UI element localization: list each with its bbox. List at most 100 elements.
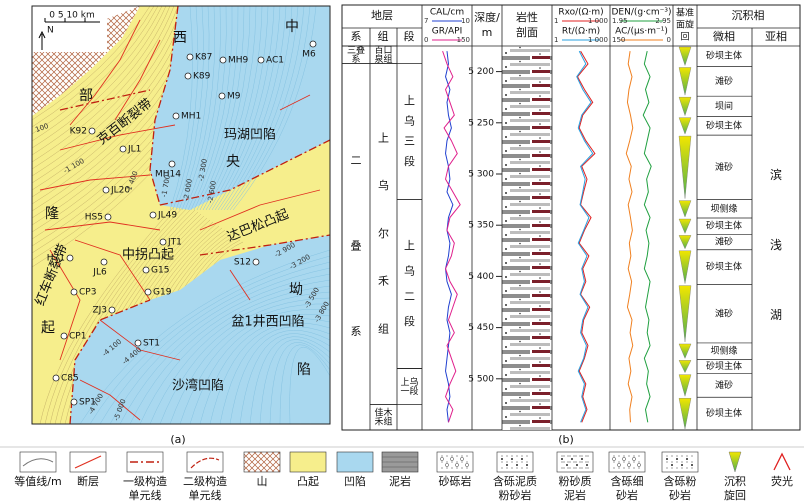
legend-label: 荧光 (771, 474, 793, 488)
cycle-triangle (678, 250, 692, 284)
well (102, 186, 110, 194)
legend-symbol (627, 463, 631, 467)
contour-line (169, 303, 330, 424)
header: 组 (378, 29, 389, 43)
contour-line (209, 322, 330, 424)
north-label: N (47, 26, 54, 36)
interval-label: 佳木禾组 (374, 406, 392, 427)
curve-name: AC/(μs·m⁻¹) (615, 27, 668, 37)
well (159, 238, 167, 246)
well-label: JL1 (127, 145, 141, 155)
log-curve (625, 51, 634, 423)
contour-line (189, 313, 330, 424)
facies-label: 砂坝主体 (706, 119, 742, 131)
depth-label: 5 200 (468, 67, 494, 77)
contour-line (202, 6, 257, 211)
curve-name: Rt/(Ω·m) (562, 27, 600, 37)
legend-label: 砂岩 (616, 488, 638, 502)
header: 微相 (713, 29, 735, 43)
contour-line (259, 339, 330, 424)
contour-line (193, 6, 239, 211)
legend-symbol (450, 457, 454, 461)
contour-line (196, 6, 245, 211)
legend-label: 凸起 (297, 475, 319, 488)
scale-label: 150 (612, 36, 625, 44)
depression (70, 235, 330, 424)
legend-symbol (728, 451, 742, 473)
contour-line (32, 6, 163, 142)
scale-box (32, 6, 107, 52)
legend-label: 一级构造 (123, 474, 167, 488)
mountain (32, 6, 140, 116)
cycle-triangle (678, 46, 692, 67)
legend-symbol (617, 463, 621, 467)
legend-symbol (440, 457, 444, 461)
legend-swatch (19, 451, 57, 473)
legend-label: 粉砂质 (559, 475, 592, 488)
legend-symbol (773, 452, 791, 471)
faults (39, 19, 321, 421)
cycle-triangle (678, 200, 692, 218)
legend-symbol (22, 458, 54, 467)
contours (79, 6, 330, 424)
region-label: 沙湾凹陷 (172, 378, 224, 394)
header: 面旋 (676, 19, 694, 31)
well (52, 374, 60, 382)
caption: (a) (170, 433, 185, 446)
well-label: CP1 (69, 332, 86, 342)
region-label: 玛湖凹陷 (224, 128, 276, 143)
legend-label: 含砾泥质 (493, 474, 537, 488)
depth-label: 5 250 (468, 118, 494, 128)
well (218, 92, 226, 100)
contour-line (179, 309, 330, 424)
well-label: CP3 (79, 288, 96, 298)
legend-symbol (612, 457, 616, 461)
header: 回 (680, 32, 689, 43)
contour-line (289, 346, 330, 424)
well-label: C85 (61, 374, 79, 384)
interval-label: 上乌一段 (400, 375, 418, 396)
well-label: G15 (151, 266, 169, 276)
legend-swatch (608, 451, 646, 473)
contour-line (89, 255, 330, 424)
contour-line (32, 6, 155, 128)
legend-swatch (336, 451, 374, 473)
scale-bar (44, 18, 100, 23)
legend-symbol (622, 457, 626, 461)
well (100, 258, 108, 266)
legend-symbol (190, 457, 220, 469)
contour-line (239, 333, 330, 424)
legend-symbol (690, 463, 694, 467)
subfacies-label: 滨浅湖 (770, 167, 782, 322)
contour-line (214, 6, 281, 211)
well-label: K87 (195, 53, 212, 63)
legend-swatch (496, 451, 534, 473)
well-label: G19 (153, 288, 172, 298)
contour-line (79, 249, 330, 424)
header: 系 (351, 30, 362, 43)
contour-line (223, 6, 299, 211)
well-label: ST1 (143, 339, 160, 349)
region-label: 中 (285, 19, 299, 35)
cycle-triangle (678, 343, 692, 359)
legend-label: 等值线/m (14, 474, 61, 488)
well (219, 56, 227, 64)
well-label: HS5 (85, 213, 103, 223)
header: 亚相 (765, 30, 787, 43)
contour-line (187, 6, 227, 211)
region-label: 坳 (289, 282, 303, 298)
legend-label: 旋回 (724, 488, 746, 502)
map (32, 6, 330, 424)
contour-line (32, 6, 175, 163)
well-label: S12 (234, 258, 251, 268)
well-label: JL20 (110, 186, 130, 196)
curve-name: CAL/cm (430, 8, 464, 18)
contour-line (129, 279, 330, 424)
region-label: 起 (41, 320, 55, 336)
legend-label: 断层 (77, 474, 99, 488)
legend-symbol (637, 463, 641, 467)
depth-label: 5 450 (468, 323, 494, 333)
depth-label: 5 300 (468, 170, 494, 180)
well (309, 40, 317, 48)
